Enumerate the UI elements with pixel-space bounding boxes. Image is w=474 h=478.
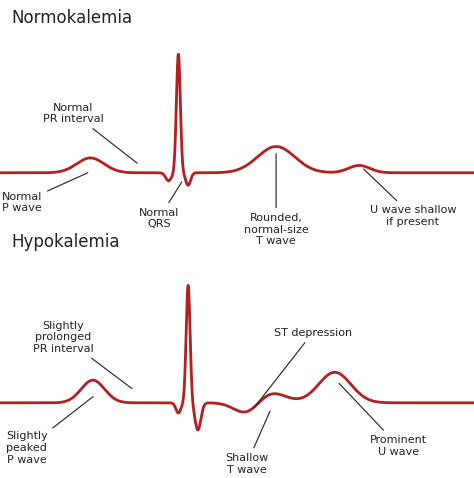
Text: Slightly
prolonged
PR interval: Slightly prolonged PR interval [33, 321, 132, 389]
Text: ST depression: ST depression [254, 327, 352, 409]
Text: Slightly
peaked
P wave: Slightly peaked P wave [6, 397, 93, 465]
Text: Hypokalemia: Hypokalemia [12, 233, 120, 250]
Text: Normokalemia: Normokalemia [12, 9, 133, 27]
Text: Shallow
T wave: Shallow T wave [225, 411, 270, 475]
Text: Normal
QRS: Normal QRS [138, 182, 182, 229]
Text: Rounded,
normal-size
T wave: Rounded, normal-size T wave [244, 154, 309, 247]
Text: Normal
P wave: Normal P wave [2, 173, 88, 213]
Text: U wave shallow
if present: U wave shallow if present [364, 169, 456, 227]
Text: Prominent
U wave: Prominent U wave [339, 383, 427, 456]
Text: Normal
PR interval: Normal PR interval [43, 103, 137, 163]
